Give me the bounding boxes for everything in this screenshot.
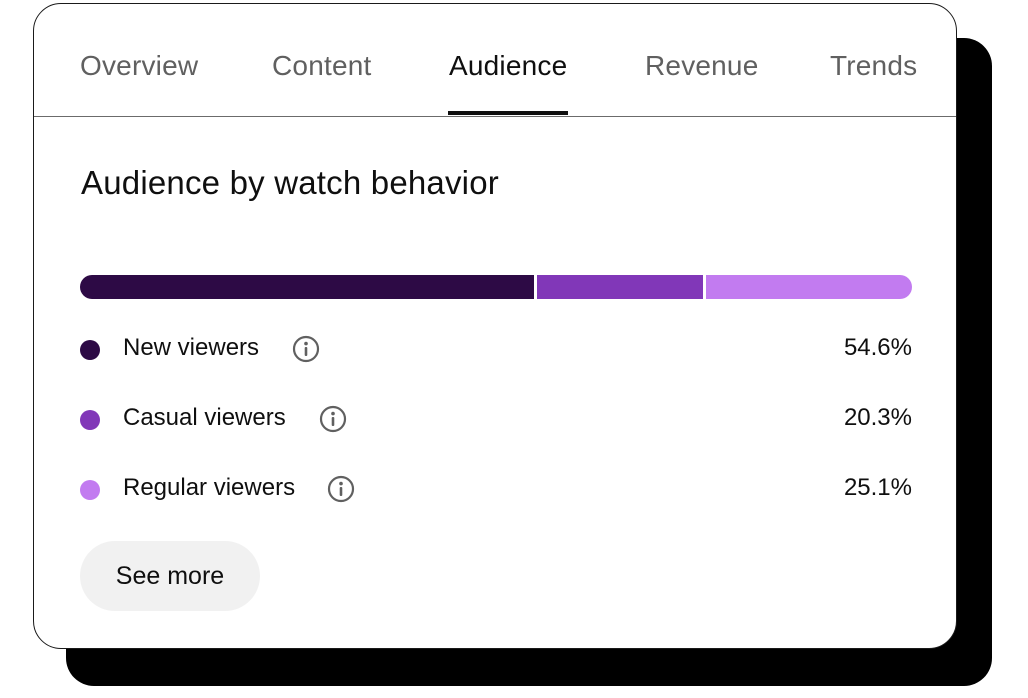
tab-overview[interactable]: Overview xyxy=(80,50,199,81)
info-icon[interactable] xyxy=(327,475,355,503)
legend-dot-regular-viewers xyxy=(80,480,100,500)
watch-behavior-bar xyxy=(80,275,912,299)
tab-audience[interactable]: Audience xyxy=(449,50,568,81)
legend-row-regular-viewers: Regular viewers 25.1% xyxy=(80,472,912,508)
legend-label: New viewers xyxy=(123,334,260,361)
legend-value: 20.3% xyxy=(843,404,912,431)
legend-row-new-viewers: New viewers 54.6% xyxy=(80,332,912,368)
bar-segment-new-viewers xyxy=(80,275,535,299)
see-more-button[interactable]: See more xyxy=(80,541,260,611)
audience-card: Overview Content Audience Revenue Trends… xyxy=(33,3,957,649)
tab-content[interactable]: Content xyxy=(272,50,372,81)
legend-value: 25.1% xyxy=(843,474,912,501)
tab-trends[interactable]: Trends xyxy=(830,50,918,81)
tab-bar: Overview Content Audience Revenue Trends xyxy=(34,4,956,117)
legend-label: Casual viewers xyxy=(123,404,286,431)
legend-dot-casual-viewers xyxy=(80,410,100,430)
tab-revenue[interactable]: Revenue xyxy=(645,50,759,81)
bar-segment-regular-viewers xyxy=(703,275,912,299)
section-title: Audience by watch behavior xyxy=(81,164,499,201)
active-tab-indicator xyxy=(448,111,568,115)
legend-value: 54.6% xyxy=(843,334,912,361)
bar-segment-casual-viewers xyxy=(534,275,704,299)
info-icon[interactable] xyxy=(319,405,347,433)
legend-dot-new-viewers xyxy=(80,340,100,360)
info-icon[interactable] xyxy=(292,335,320,363)
legend-row-casual-viewers: Casual viewers 20.3% xyxy=(80,402,912,438)
legend-label: Regular viewers xyxy=(123,474,296,501)
